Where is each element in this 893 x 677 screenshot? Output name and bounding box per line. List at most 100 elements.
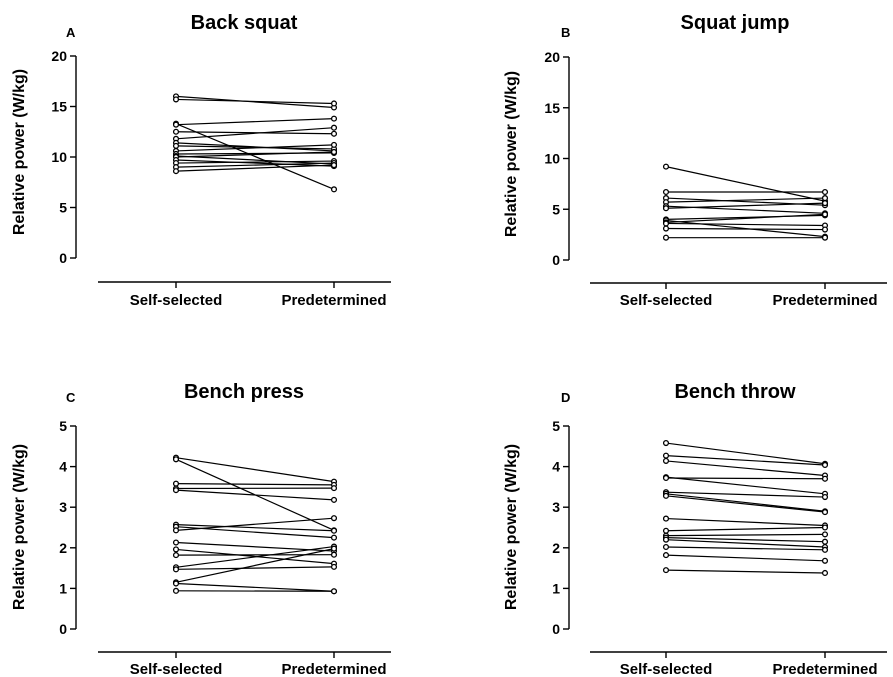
x-tick-label-d: Predetermined: [772, 661, 877, 677]
y-tick-label-b: 0: [552, 252, 560, 268]
series-line-a: [175, 155, 335, 165]
x-tick-label-c: Self-selected: [130, 661, 223, 677]
data-point-a: [330, 100, 338, 107]
series-line-c: [175, 548, 335, 583]
series-line-d: [665, 569, 826, 574]
data-point-c: [172, 580, 180, 587]
data-point-a: [330, 124, 338, 131]
data-point-a: [330, 115, 338, 122]
series-line-a: [175, 164, 335, 172]
data-point-d: [662, 543, 670, 551]
y-tick-label-d: 1: [552, 580, 560, 596]
data-point-d: [662, 567, 670, 574]
series-line-d: [665, 493, 826, 512]
series-line-d: [665, 539, 826, 548]
series-line-d: [665, 442, 826, 465]
y-tick-label-a: 0: [59, 250, 67, 266]
y-tick-label-a: 10: [51, 149, 67, 165]
y-tick-label-c: 5: [59, 418, 67, 434]
y-tick-label-c: 4: [59, 459, 67, 475]
y-tick-label-b: 5: [552, 201, 560, 217]
panel-letter-a: A: [66, 25, 76, 40]
series-line-a: [175, 127, 335, 140]
series-line-c: [175, 524, 335, 532]
series-line-d: [665, 546, 826, 551]
data-point-d: [821, 557, 829, 564]
series-line-c: [175, 483, 335, 486]
y-tick-label-d: 5: [552, 418, 560, 434]
series-line-a: [175, 160, 335, 164]
y-axis-label-a: Relative power (W/kg): [11, 69, 28, 235]
data-point-d: [662, 515, 670, 522]
series-line-d: [665, 476, 826, 495]
y-tick-label-c: 1: [59, 580, 67, 596]
data-point-d: [821, 531, 829, 538]
y-tick-label-d: 4: [552, 459, 560, 475]
data-point-c: [172, 587, 180, 594]
data-point-a: [330, 186, 338, 193]
data-point-c: [172, 546, 180, 553]
y-axis-label-c: Relative power (W/kg): [11, 444, 28, 610]
data-point-b: [662, 163, 670, 170]
data-point-d: [821, 546, 829, 553]
data-point-a: [172, 142, 180, 149]
series-line-d: [665, 533, 826, 537]
y-tick-label-b: 20: [544, 49, 560, 65]
data-point-b: [662, 205, 670, 212]
data-point-a: [330, 141, 338, 148]
data-point-b: [662, 220, 670, 227]
y-tick-label-a: 20: [51, 48, 67, 64]
data-point-b: [662, 188, 670, 196]
data-point-a: [172, 96, 180, 103]
panel-title-bench-press: Bench press: [184, 381, 304, 403]
x-tick-label-b: Predetermined: [772, 292, 877, 309]
series-line-d: [665, 537, 826, 543]
panel-b: B Squat jump Relative power (W/kg) 0 5 10 1…: [503, 12, 887, 309]
data-point-d: [821, 461, 829, 469]
series-line-b: [665, 202, 826, 209]
series-line-a: [175, 98, 335, 105]
data-point-d: [821, 493, 829, 501]
data-point-d: [821, 524, 829, 531]
y-tick-label-b: 15: [544, 100, 560, 116]
series-line-c: [175, 457, 335, 483]
data-point-c: [172, 566, 180, 573]
data-point-d: [662, 552, 670, 559]
y-tick-label-d: 2: [552, 540, 560, 556]
y-tick-label-a: 5: [59, 200, 67, 216]
data-point-a: [172, 121, 180, 128]
series-line-d: [665, 526, 826, 532]
data-point-b: [821, 200, 829, 207]
x-tick-label-c: Predetermined: [281, 661, 386, 677]
y-axis-label-d: Relative power (W/kg): [503, 444, 520, 610]
series-line-c: [175, 489, 335, 501]
series-line-c: [175, 517, 335, 531]
panel-title-squat-jump: Squat jump: [681, 12, 790, 34]
data-point-b: [821, 188, 829, 196]
series-line-a: [175, 151, 335, 158]
data-point-d: [662, 492, 670, 499]
data-point-d: [662, 457, 670, 464]
series-line-b: [665, 166, 826, 202]
data-point-d: [662, 527, 670, 534]
data-point-b: [821, 234, 829, 241]
panel-letter-c: C: [66, 390, 76, 405]
series-line-a: [175, 162, 335, 168]
data-point-a: [330, 162, 338, 169]
data-point-b: [662, 225, 670, 232]
series-line-c: [175, 582, 335, 592]
data-point-a: [172, 168, 180, 175]
data-point-b: [821, 226, 829, 233]
data-point-d: [662, 474, 670, 482]
data-point-b: [821, 195, 829, 202]
panel-title-bench-throw: Bench throw: [674, 381, 796, 403]
panel-letter-d: D: [561, 390, 570, 405]
data-point-c: [172, 552, 180, 559]
data-point-d: [662, 452, 670, 459]
x-tick-label-d: Self-selected: [620, 661, 713, 677]
data-point-c: [330, 545, 338, 552]
series-line-d: [665, 554, 826, 562]
data-point-b: [821, 211, 829, 218]
y-tick-label-a: 15: [51, 99, 67, 115]
data-point-d: [662, 536, 670, 543]
